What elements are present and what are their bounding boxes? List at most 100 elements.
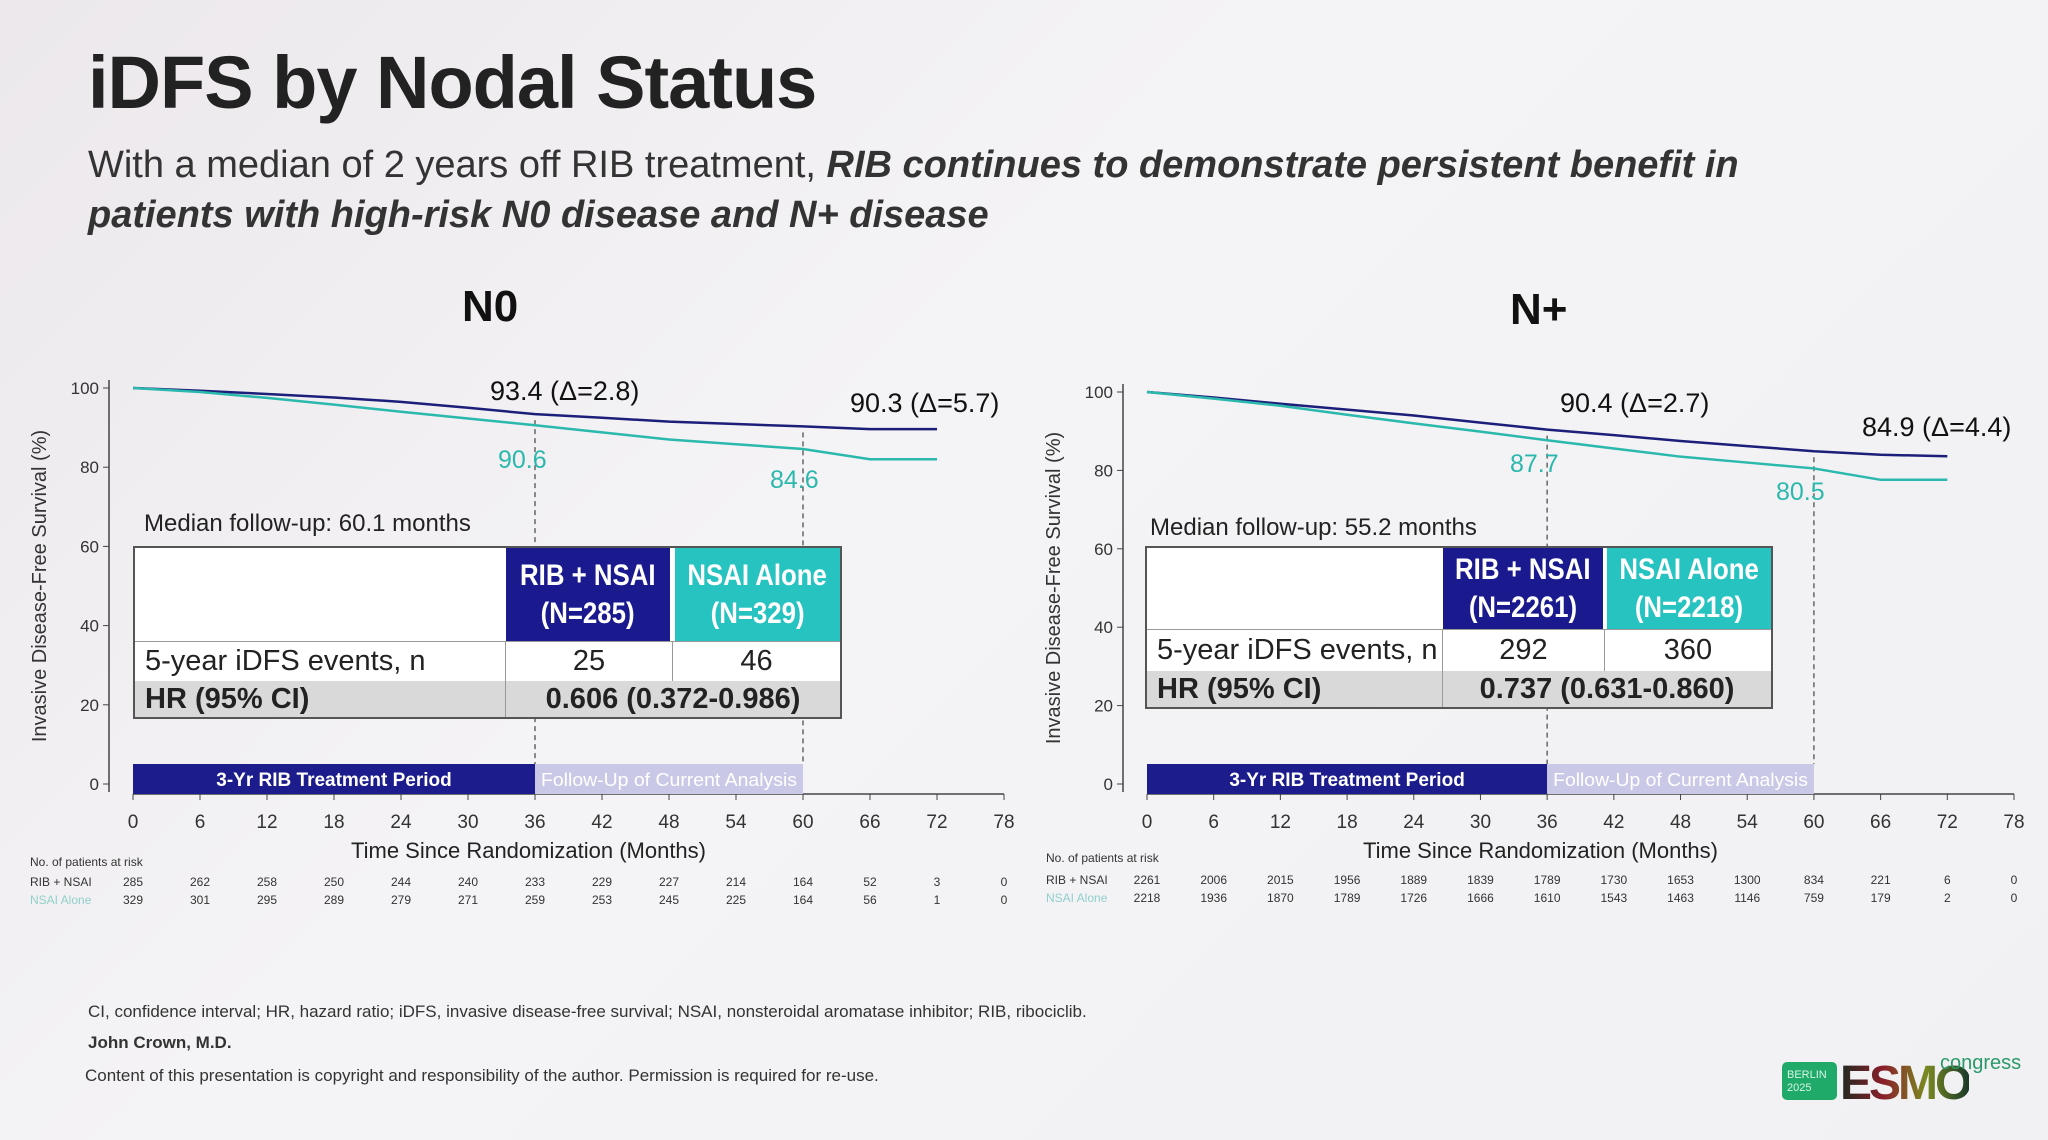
nplus-at-risk-value: 0 (2011, 873, 2018, 887)
n0-at-risk-value: 329 (123, 893, 143, 907)
nplus-at-risk-value: 2006 (1200, 873, 1227, 887)
nplus-events-rib: 292 (1443, 629, 1605, 671)
n0-rib-header-n: (N=285) (541, 596, 635, 630)
nplus-x-tick-label: 24 (1403, 812, 1425, 833)
nplus-nsai-36mo-label: 87.7 (1510, 450, 1559, 478)
nplus-at-risk-value: 6 (1944, 873, 1951, 887)
n0-x-tick-label: 54 (725, 812, 747, 833)
n0-at-risk-value: 233 (525, 875, 545, 889)
n0-at-risk-value: 214 (726, 875, 746, 889)
nplus-at-risk-value: 1789 (1334, 891, 1361, 905)
nplus-at-risk-value: 834 (1804, 873, 1824, 887)
n0-curve-rib-nsai (132, 386, 937, 431)
n0-x-tick-label: 30 (457, 812, 478, 833)
esmo-logo-suffix: congress (1940, 1052, 2022, 1074)
nplus-y-tick-label: 100 (1085, 383, 1113, 402)
nplus-at-risk-value: 2 (1944, 891, 1951, 905)
n0-x-tick-label: 66 (859, 812, 880, 833)
n0-at-risk-value: 245 (659, 893, 679, 907)
n0-curve-nsai-alone (132, 386, 937, 461)
nplus-y-axis-label: Invasive Disease-Free Survival (%) (1043, 432, 1065, 744)
nplus-at-risk-value: 1839 (1467, 873, 1494, 887)
n0-x-tick-label: 60 (792, 812, 813, 833)
nplus-y-tick-label: 20 (1094, 697, 1113, 716)
nplus-x-tick-label: 60 (1803, 812, 1824, 833)
n0-at-risk-row-label: RIB + NSAI (30, 875, 92, 889)
nplus-at-risk-value: 1610 (1534, 891, 1561, 905)
n0-at-risk-value: 258 (257, 875, 277, 889)
n0-at-risk-value: 0 (1001, 875, 1008, 889)
n0-x-tick-label: 12 (256, 812, 277, 833)
n0-at-risk-value: 285 (123, 875, 143, 889)
n0-nsai-header-n: (N=329) (710, 596, 805, 630)
nplus-x-tick-label: 6 (1208, 812, 1219, 833)
nplus-x-tick-label: 0 (1142, 812, 1153, 833)
n0-x-tick-label: 6 (195, 812, 206, 833)
nplus-x-tick-label: 30 (1470, 812, 1491, 833)
nplus-at-risk-value: 759 (1804, 891, 1824, 905)
nplus-events-label: 5-year iDFS events, n (1147, 629, 1443, 671)
n0-y-axis-label: Invasive Disease-Free Survival (%) (29, 430, 51, 742)
n0-at-risk-value: 227 (659, 875, 679, 889)
nplus-treatment-period-bar (1147, 764, 1548, 794)
n0-x-tick-label: 72 (926, 812, 947, 833)
n0-events-label: 5-year iDFS events, n (135, 641, 506, 681)
nplus-at-risk-value: 1730 (1600, 873, 1627, 887)
n0-hr-label: HR (95% CI) (135, 681, 506, 717)
nplus-at-risk-value: 2015 (1267, 873, 1294, 887)
n0-treatment-period-label: 3-Yr RIB Treatment Period (216, 770, 451, 791)
n0-at-risk-value: 259 (525, 893, 545, 907)
nplus-at-risk-value: 1146 (1734, 891, 1760, 905)
nplus-events-nsai: 360 (1605, 629, 1771, 671)
n0-at-risk-value: 250 (324, 875, 344, 889)
nplus-nsai-header: NSAI Alone (N=2218) (1607, 548, 1771, 629)
nplus-treatment-period-label: 3-Yr RIB Treatment Period (1229, 770, 1464, 791)
nplus-at-risk-value: 0 (2011, 891, 2018, 905)
n0-x-tick-label: 0 (128, 812, 139, 833)
subtitle-plain: With a median of 2 years off RIB treatme… (88, 144, 827, 186)
n0-at-risk-value: 52 (863, 875, 877, 889)
n0-at-risk-value: 225 (726, 893, 746, 907)
n0-x-tick-label: 36 (524, 812, 545, 833)
nplus-rib-36mo-label: 90.4 (Δ=2.7) (1560, 388, 1709, 418)
nplus-x-tick-label: 72 (1937, 812, 1958, 833)
author: John Crown, M.D. (88, 1033, 232, 1052)
nplus-at-risk-value: 1543 (1600, 891, 1627, 905)
n0-followup-period-bar (535, 764, 803, 794)
n0-at-risk-value: 0 (1001, 893, 1008, 907)
n0-events-nsai: 46 (673, 641, 840, 681)
nplus-rib-header-name: RIB + NSAI (1455, 552, 1591, 586)
nplus-at-risk-value: 1463 (1667, 891, 1694, 905)
n0-nsai-60mo-label: 84.6 (770, 466, 819, 494)
n0-y-tick-label: 80 (80, 458, 99, 477)
n0-at-risk-value: 301 (190, 893, 210, 907)
n0-at-risk-value: 229 (592, 875, 612, 889)
nplus-x-tick-label: 18 (1337, 812, 1358, 833)
n0-nsai-header-name: NSAI Alone (687, 558, 828, 592)
nplus-rib-60mo-label: 84.9 (Δ=4.4) (1862, 412, 2011, 442)
n0-at-risk-value: 56 (863, 893, 877, 907)
nplus-at-risk-value: 1300 (1734, 873, 1761, 887)
n0-rib-header: RIB + NSAI (N=285) (506, 548, 670, 641)
nplus-nsai-header-name: NSAI Alone (1619, 552, 1759, 586)
nplus-median-followup: Median follow-up: 55.2 months (1150, 514, 1477, 541)
nplus-results-table: RIB + NSAI (N=2261) NSAI Alone (N=2218) 5-… (1145, 546, 1773, 709)
copyright: Content of this presentation is copyrigh… (85, 1066, 879, 1085)
nplus-hr-value: 0.737 (0.631-0.860) (1443, 671, 1771, 707)
slide-title: iDFS by Nodal Status (88, 41, 817, 124)
nplus-curve-nsai-alone (1146, 390, 1948, 482)
n0-at-risk-value: 164 (793, 893, 813, 907)
n0-nsai-36mo-label: 90.6 (498, 446, 547, 474)
nplus-at-risk-row-label: NSAI Alone (1046, 891, 1108, 905)
nplus-at-risk-value: 1789 (1534, 873, 1561, 887)
n0-at-risk-value: 1 (934, 893, 941, 907)
nplus-at-risk-value: 1666 (1467, 891, 1494, 905)
n0-treatment-period-bar (133, 764, 535, 794)
n0-x-axis-label: Time Since Randomization (Months) (351, 838, 706, 863)
nplus-x-tick-label: 66 (1870, 812, 1891, 833)
n0-x-tick-label: 24 (390, 812, 412, 833)
n0-y-tick-label: 60 (80, 537, 99, 556)
nplus-y-tick-label: 40 (1094, 618, 1113, 637)
nplus-x-tick-label: 78 (2003, 812, 2024, 833)
n0-at-risk-value: 3 (934, 875, 941, 889)
